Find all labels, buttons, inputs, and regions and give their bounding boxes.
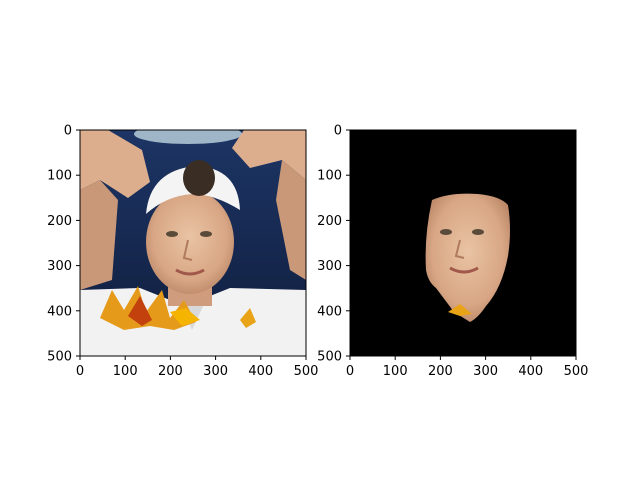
- masked-x-tick-label: 0: [346, 364, 354, 379]
- axes-ticks-original: 0 100 200 300 400 500 0 100 200 300 400 500: [47, 124, 318, 380]
- original-x-tick-label: 300: [203, 364, 228, 379]
- image-panel-masked: 0 100 200 300 400 500 0 100 200 300 400 500: [317, 124, 588, 380]
- masked-y-tick-label: 100: [317, 169, 342, 184]
- original-x-tick-label: 400: [248, 364, 273, 379]
- masked-x-tick-label: 200: [428, 364, 453, 379]
- original-y-tick-label: 100: [47, 169, 72, 184]
- masked-y-tick-label: 500: [317, 350, 342, 365]
- axes-frame-masked: [349, 129, 577, 357]
- masked-image: [350, 130, 576, 356]
- masked-y-tick-label: 0: [334, 124, 342, 139]
- masked-x-tick-label: 300: [473, 364, 498, 379]
- masked-y-tick-label: 400: [317, 304, 342, 319]
- axes-ticks-masked: 0 100 200 300 400 500 0 100 200 300 400 500: [317, 124, 588, 380]
- original-x-tick-label: 100: [113, 364, 138, 379]
- original-x-tick-label: 0: [76, 364, 84, 379]
- masked-y-tick-label: 300: [317, 259, 342, 274]
- image-panel-original: 0 100 200 300 400 500 0 100 200 300 400 500: [47, 124, 318, 380]
- original-y-tick-label: 0: [64, 124, 72, 139]
- axes-frame-original: [79, 129, 307, 357]
- original-x-tick-label: 200: [158, 364, 183, 379]
- masked-x-tick-label: 500: [564, 364, 589, 379]
- original-x-tick-label: 500: [294, 364, 319, 379]
- original-image: [80, 130, 306, 356]
- masked-y-tick-label: 200: [317, 214, 342, 229]
- original-y-tick-label: 200: [47, 214, 72, 229]
- original-y-tick-label: 300: [47, 259, 72, 274]
- original-y-tick-label: 400: [47, 304, 72, 319]
- masked-x-tick-label: 100: [383, 364, 408, 379]
- masked-x-tick-label: 400: [518, 364, 543, 379]
- original-y-tick-label: 500: [47, 350, 72, 365]
